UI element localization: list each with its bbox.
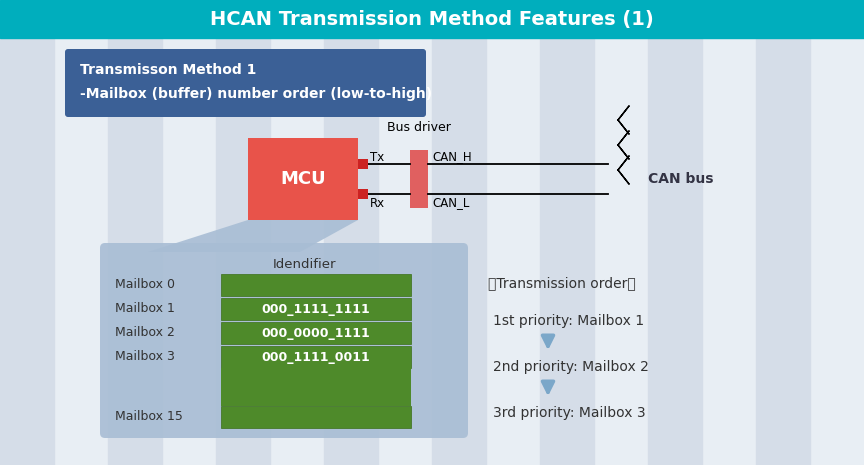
Text: 000_1111_1111: 000_1111_1111 <box>262 303 371 315</box>
Text: MCU: MCU <box>280 170 326 188</box>
Text: Mailbox 3: Mailbox 3 <box>115 351 175 364</box>
Text: Mailbox 15: Mailbox 15 <box>115 411 183 424</box>
Text: Rx: Rx <box>370 197 385 210</box>
Text: -Mailbox (buffer) number order (low-to-high): -Mailbox (buffer) number order (low-to-h… <box>80 87 432 101</box>
Text: Tx: Tx <box>370 151 384 164</box>
Bar <box>0 0 54 465</box>
Bar <box>648 0 702 465</box>
Text: 000_1111_0011: 000_1111_0011 <box>262 351 371 364</box>
Bar <box>358 159 368 169</box>
Bar <box>756 0 810 465</box>
Text: 1st priority: Mailbox 1: 1st priority: Mailbox 1 <box>493 314 645 328</box>
Bar <box>0 0 864 38</box>
Text: 2nd priority: Mailbox 2: 2nd priority: Mailbox 2 <box>493 360 649 374</box>
Text: 000_0000_1111: 000_0000_1111 <box>262 326 371 339</box>
Text: 【Transmission order】: 【Transmission order】 <box>488 276 636 290</box>
FancyBboxPatch shape <box>100 243 468 438</box>
Text: Mailbox 2: Mailbox 2 <box>115 326 175 339</box>
Text: Idendifier: Idendifier <box>273 258 337 271</box>
Bar <box>221 274 411 296</box>
FancyBboxPatch shape <box>65 49 426 117</box>
Text: Bus driver: Bus driver <box>387 121 451 134</box>
Bar <box>324 0 378 465</box>
Text: Mailbox 1: Mailbox 1 <box>115 303 175 315</box>
Bar <box>221 368 411 406</box>
Polygon shape <box>148 220 358 252</box>
Text: 3rd priority: Mailbox 3: 3rd priority: Mailbox 3 <box>493 406 645 420</box>
Bar <box>216 0 270 465</box>
Bar <box>108 0 162 465</box>
Text: HCAN Transmission Method Features (1): HCAN Transmission Method Features (1) <box>210 9 654 28</box>
Bar <box>432 0 486 465</box>
Bar <box>221 406 411 428</box>
Bar <box>358 189 368 199</box>
Bar <box>248 138 358 220</box>
Bar <box>540 0 594 465</box>
Text: CAN_L: CAN_L <box>432 197 469 210</box>
Bar <box>221 298 411 320</box>
Text: CAN_H: CAN_H <box>432 151 472 164</box>
Text: CAN bus: CAN bus <box>648 172 714 186</box>
Text: Mailbox 0: Mailbox 0 <box>115 279 175 292</box>
Bar <box>410 150 428 208</box>
Text: Transmisson Method 1: Transmisson Method 1 <box>80 63 257 77</box>
Bar <box>221 322 411 344</box>
Bar <box>221 346 411 368</box>
